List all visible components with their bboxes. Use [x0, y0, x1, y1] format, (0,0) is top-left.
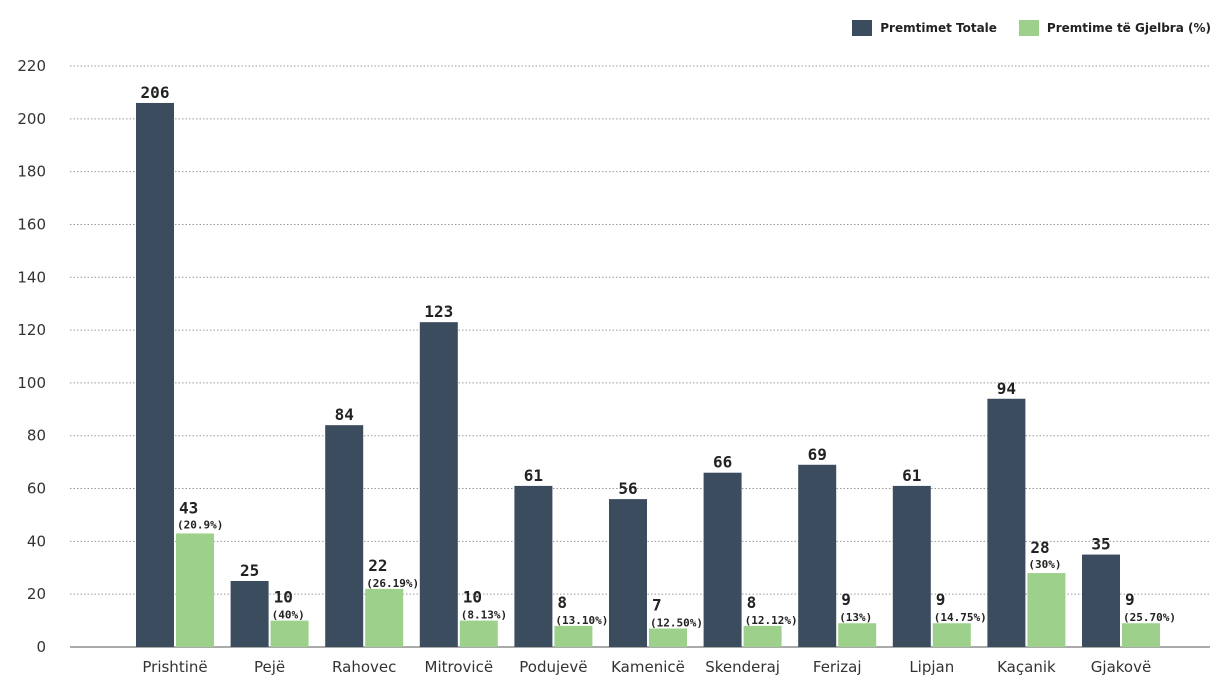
bar-total-value-label: 123	[424, 302, 453, 321]
bar-green-percent-label: (8.13%)	[461, 609, 507, 622]
y-tick-label: 140	[17, 268, 46, 286]
bar-green-value-label: 28	[1030, 538, 1049, 557]
y-tick-label: 200	[17, 110, 46, 128]
y-tick-label: 220	[17, 57, 46, 75]
bar-total-value-label: 61	[902, 466, 921, 485]
x-category-label: Mitrovicë	[425, 658, 494, 676]
bar-green	[838, 623, 877, 647]
bar-green	[365, 588, 404, 647]
bar-total-value-label: 61	[524, 466, 543, 485]
bar-green-percent-label: (12.12%)	[745, 614, 798, 627]
x-category-label: Podujevë	[519, 658, 587, 676]
x-category-label: Rahovec	[332, 658, 396, 676]
bar-green-value-label: 8	[557, 593, 567, 612]
legend-swatch-total	[852, 20, 873, 36]
bar-green	[743, 625, 782, 647]
bar-green	[459, 620, 498, 647]
bar-green-percent-label: (26.19%)	[366, 577, 419, 590]
bar-green-percent-label: (20.9%)	[177, 518, 223, 531]
x-category-label: Prishtinë	[142, 658, 207, 676]
bar-green-percent-label: (30%)	[1028, 558, 1061, 571]
bar-total	[1082, 554, 1120, 647]
bar-green	[176, 533, 214, 647]
bar-total	[325, 425, 364, 647]
x-category-label: Kamenicë	[611, 658, 685, 676]
bar-total-value-label: 206	[141, 83, 170, 102]
bar-total-value-label: 94	[997, 379, 1016, 398]
bar-total-value-label: 66	[713, 453, 732, 472]
bar-green-percent-label: (25.70%)	[1123, 611, 1176, 624]
y-tick-label: 160	[17, 215, 46, 233]
bar-total-value-label: 35	[1091, 535, 1110, 554]
bar-total-value-label: 69	[808, 445, 827, 464]
legend-item-total: Premtimet Totale	[852, 20, 997, 36]
x-category-label: Gjakovë	[1091, 658, 1151, 676]
bar-green	[649, 628, 687, 647]
bar-green-value-label: 9	[1125, 590, 1135, 609]
y-tick-label: 20	[27, 585, 46, 603]
y-tick-label: 40	[27, 532, 46, 550]
bar-total	[136, 102, 174, 648]
bar-green-value-label: 43	[179, 498, 198, 517]
y-tick-label: 180	[17, 163, 46, 181]
bar-green	[554, 625, 593, 647]
bar-green-percent-label: (12.50%)	[650, 617, 703, 630]
bar-layer	[136, 102, 1160, 648]
bar-total	[230, 580, 269, 647]
bar-total-value-label: 84	[335, 405, 354, 424]
bar-green-value-label: 7	[652, 596, 662, 615]
bar-green-value-label: 10	[274, 588, 293, 607]
legend-swatch-green	[1018, 20, 1039, 36]
y-tick-label: 100	[17, 374, 46, 392]
legend: Premtimet Totale Premtime të Gjelbra (%)	[852, 20, 1211, 36]
bar-green-percent-label: (13%)	[839, 611, 872, 624]
bar-total	[892, 485, 931, 647]
bar-green-value-label: 22	[368, 556, 387, 575]
bar-total	[514, 485, 553, 647]
bar-total	[419, 322, 458, 647]
y-tick-label: 0	[36, 638, 46, 656]
x-category-label: Lipjan	[909, 658, 954, 676]
bar-green-value-label: 10	[463, 588, 482, 607]
bar-total	[987, 398, 1026, 647]
bar-total-value-label: 56	[618, 479, 637, 498]
x-category-label: Skenderaj	[705, 658, 780, 676]
legend-label-green: Premtime të Gjelbra (%)	[1046, 21, 1211, 35]
bar-green-value-label: 9	[936, 590, 946, 609]
bar-green-percent-label: (13.10%)	[555, 614, 608, 627]
x-category-label: Ferizaj	[813, 658, 862, 676]
bar-green-percent-label: (40%)	[272, 609, 305, 622]
bar-green	[1122, 623, 1160, 647]
x-category-label: Pejë	[254, 658, 285, 676]
y-tick-label: 80	[27, 427, 46, 445]
bar-total	[703, 472, 742, 647]
label-layer: 0 20 40 60 80 100 120 140 160 180 200 220 206 43(20.9…	[17, 57, 1176, 676]
legend-item-green: Premtime të Gjelbra (%)	[1018, 20, 1211, 36]
bar-green-value-label: 8	[747, 593, 757, 612]
bar-green-value-label: 9	[841, 590, 851, 609]
y-tick-label: 120	[17, 321, 46, 339]
x-category-label: Kaçanik	[997, 658, 1056, 676]
bar-green	[1027, 573, 1066, 647]
y-tick-label: 60	[27, 480, 46, 498]
bar-total	[609, 499, 647, 647]
bar-total	[798, 464, 837, 647]
bar-total-value-label: 25	[240, 561, 259, 580]
legend-label-total: Premtimet Totale	[880, 21, 997, 35]
bar-green	[270, 620, 309, 647]
bar-green-percent-label: (14.75%)	[934, 611, 987, 624]
bar-green	[932, 623, 971, 647]
